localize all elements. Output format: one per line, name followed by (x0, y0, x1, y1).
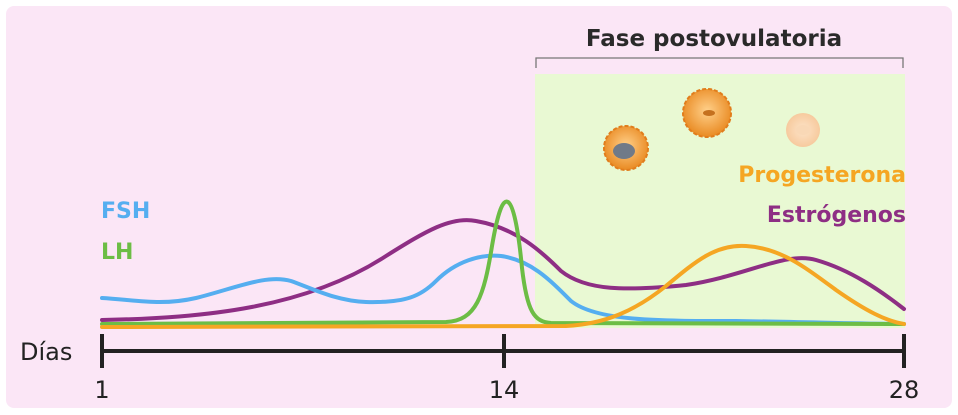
tick-label-14: 14 (489, 376, 520, 404)
corpus-luteum-icon (682, 88, 732, 138)
hormone-cycle-diagram: Fase postovulatoria FSH LH Progesterona … (6, 6, 952, 408)
tick-label-1: 1 (94, 376, 109, 404)
lh-curve (100, 199, 906, 326)
estrogens-label: Estrógenos (767, 203, 906, 228)
estrogen-curve (100, 218, 906, 322)
tick-label-28: 28 (889, 376, 920, 404)
progesterone-curve (100, 243, 906, 329)
phase-bracket (535, 57, 904, 68)
fsh-label: FSH (101, 199, 150, 224)
axis-label: Días (20, 338, 72, 366)
diagram-canvas: Fase postovulatoria FSH LH Progesterona … (20, 26, 920, 404)
days-axis (100, 334, 906, 368)
ruptured-follicle-icon (603, 125, 649, 171)
fsh-curve (100, 253, 906, 326)
progesterone-label: Progesterona (738, 163, 906, 188)
phase-label: Fase postovulatoria (586, 26, 842, 52)
corpus-albicans-icon (786, 113, 820, 147)
lh-label: LH (101, 240, 133, 265)
